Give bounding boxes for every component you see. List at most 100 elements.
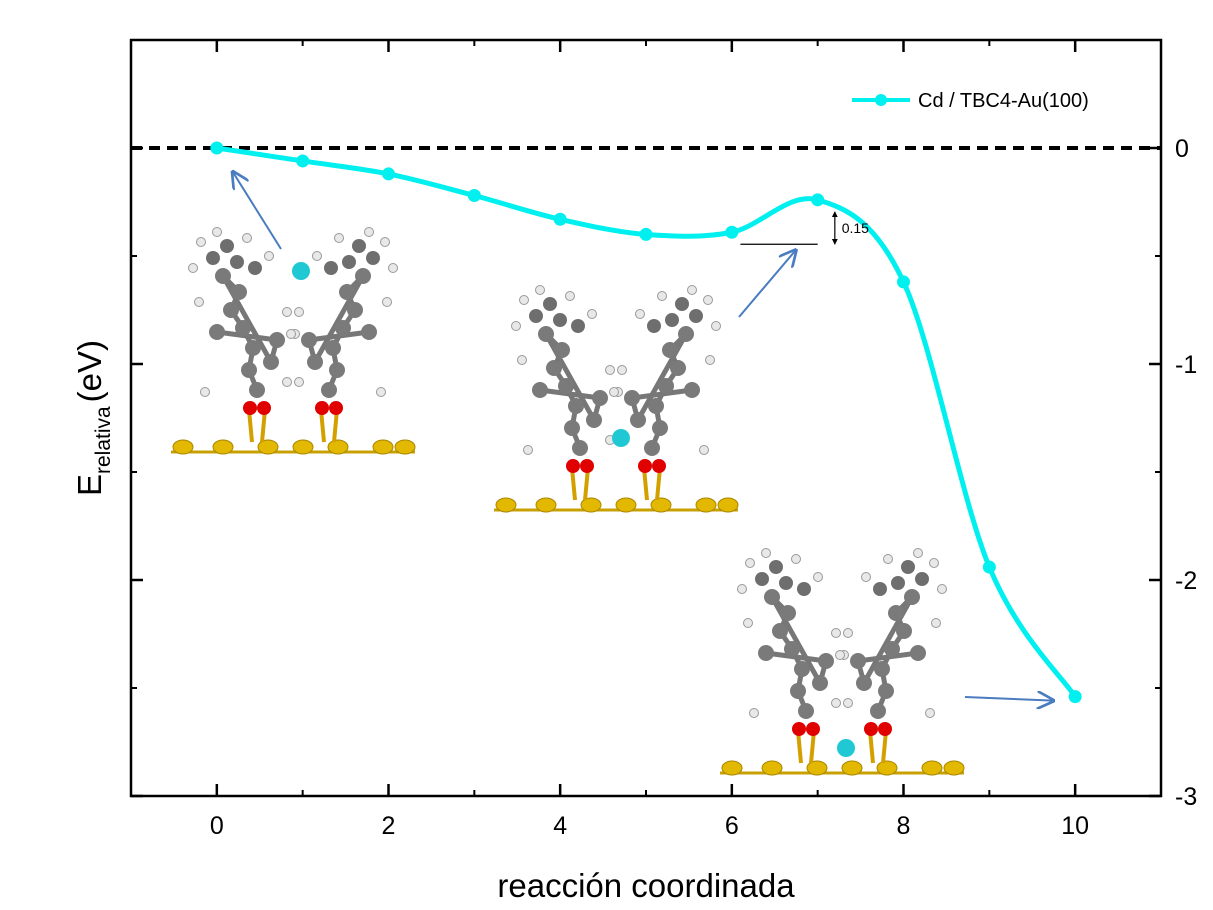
hydrogen-atom — [617, 365, 627, 375]
oxygen-atom — [257, 401, 271, 415]
c-c-bond — [543, 332, 597, 422]
carbon-atom — [812, 675, 828, 691]
hydrogen-atom — [511, 321, 521, 331]
au-o-bond — [583, 467, 590, 501]
legend: Cd / TBC4-Au(100) — [852, 90, 1089, 112]
carbon-atom — [652, 420, 668, 436]
hydrogen-atom — [929, 558, 939, 568]
data-point — [296, 154, 310, 168]
hydrogen-atom — [831, 628, 841, 638]
carbon-atom — [248, 261, 262, 275]
hydrogen-atom — [294, 377, 304, 387]
x-tick-label: 8 — [897, 812, 911, 840]
carbon-atom — [856, 675, 872, 691]
c-c-bond — [312, 274, 366, 364]
data-point — [382, 167, 395, 181]
hydrogen-atom — [835, 650, 845, 660]
hydrogen-atom — [312, 251, 322, 261]
annotation-layer — [233, 172, 1053, 701]
carbon-atom — [901, 560, 915, 574]
carbon-atom — [758, 645, 774, 661]
au-o-bond — [642, 467, 649, 501]
gold-atom — [172, 439, 194, 455]
au-o-bond — [809, 730, 816, 764]
au-o-bond — [881, 730, 888, 764]
data-point — [1068, 690, 1082, 704]
au-o-bond — [796, 730, 803, 764]
carbon-atom — [896, 623, 912, 639]
carbon-atom — [755, 572, 769, 586]
hydrogen-atom — [334, 233, 344, 243]
c-c-bond — [765, 650, 827, 664]
hydrogen-atom — [196, 237, 206, 247]
hydrogen-atom — [791, 554, 801, 564]
gold-atom — [943, 760, 965, 776]
x-tick-label: 10 — [1061, 812, 1089, 840]
carbon-atom — [884, 641, 900, 657]
carbon-atom — [790, 683, 806, 699]
data-point — [553, 212, 567, 226]
carbon-atom — [529, 309, 543, 323]
oxygen-atom — [329, 401, 343, 415]
oxygen-atom — [566, 459, 580, 473]
carbon-atom — [665, 313, 679, 327]
carbon-atom — [223, 302, 239, 318]
carbon-atom — [215, 268, 231, 284]
gold-atom — [372, 439, 394, 455]
carbon-atom — [245, 340, 261, 356]
carbon-atom — [543, 297, 557, 311]
carbon-atom — [888, 605, 904, 621]
hydrogen-atom — [605, 365, 615, 375]
gold-atom — [327, 439, 349, 455]
y-tick-label: -3 — [1175, 783, 1197, 811]
carbon-atom — [249, 382, 265, 398]
hydrogen-atom — [925, 708, 935, 718]
c-c-bond — [857, 650, 919, 664]
carbon-atom — [231, 284, 247, 300]
legend-label: Cd / TBC4-Au(100) — [918, 90, 1089, 112]
carbon-atom — [915, 572, 929, 586]
carbon-atom — [572, 440, 588, 456]
carbon-atom — [355, 268, 371, 284]
hydrogen-atom — [761, 548, 771, 558]
carbon-atom — [624, 390, 640, 406]
cadmium-atom — [837, 739, 855, 757]
carbon-atom — [850, 653, 866, 669]
hydrogen-atom — [519, 295, 529, 305]
gold-atom — [806, 760, 828, 776]
carbon-atom — [568, 398, 584, 414]
axis-ticks: 0 2 4 6 8 10 0 -1 -2 -3 — [130, 40, 1197, 840]
hydrogen-atom — [843, 698, 853, 708]
carbon-atom — [329, 362, 345, 378]
c-c-bond — [308, 329, 370, 343]
c-c-bond — [539, 387, 601, 401]
c-c-bond — [220, 274, 274, 364]
data-point — [467, 189, 481, 203]
hydrogen-atom — [937, 584, 947, 594]
au-o-bond — [247, 409, 254, 443]
hydrogen-atom — [635, 309, 645, 319]
hydrogen-atom — [745, 558, 755, 568]
hydrogen-atom — [565, 291, 575, 301]
au-o-bond — [319, 409, 326, 443]
final-state-structure — [720, 548, 965, 776]
oxygen-atom — [792, 722, 806, 736]
carbon-atom — [772, 623, 788, 639]
carbon-atom — [230, 255, 244, 269]
oxygen-atom — [806, 722, 820, 736]
barrier-height-label: 0.15 — [842, 220, 869, 236]
gold-atom — [535, 497, 557, 513]
carbon-atom — [870, 703, 886, 719]
carbon-atom — [648, 398, 664, 414]
carbon-atom — [209, 324, 225, 340]
carbon-atom — [592, 390, 608, 406]
carbon-atom — [764, 589, 780, 605]
hydrogen-atom — [711, 321, 721, 331]
hydrogen-atom — [282, 377, 292, 387]
plot-frame — [129, 38, 1163, 798]
carbon-atom — [904, 589, 920, 605]
carbon-atom — [342, 255, 356, 269]
au-o-bond — [655, 467, 662, 501]
data-point — [639, 227, 653, 241]
